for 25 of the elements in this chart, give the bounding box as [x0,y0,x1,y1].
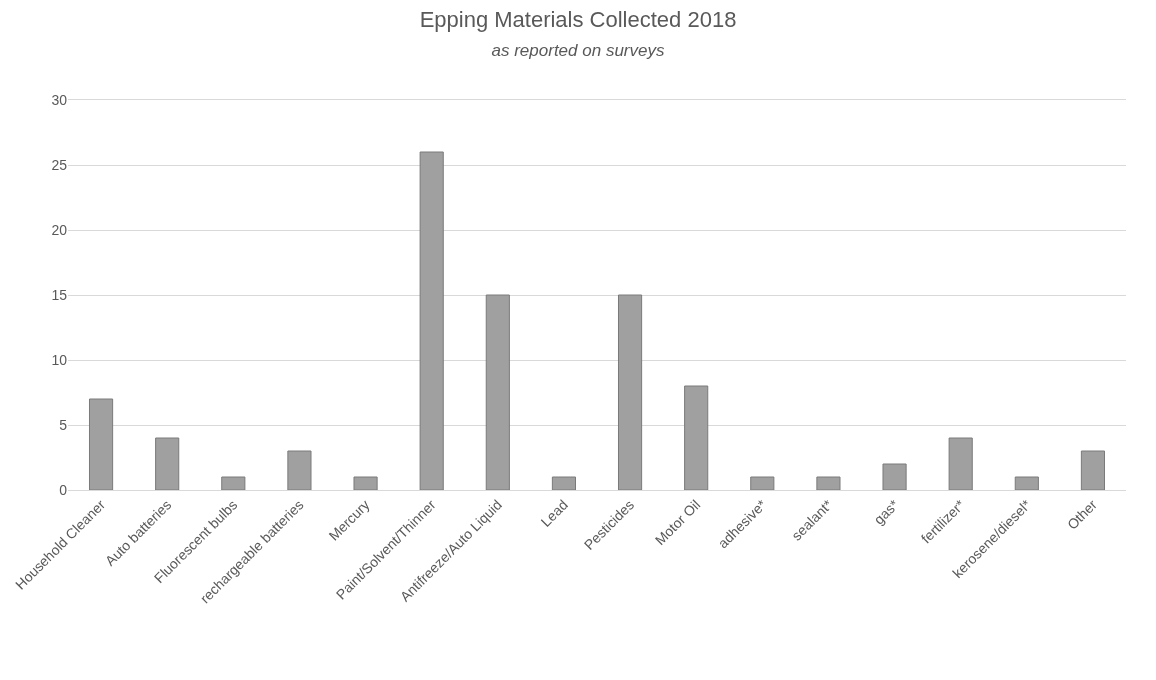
bar [617,294,643,490]
chart-title: Epping Materials Collected 2018 [419,7,737,33]
y-tick-label: 25 [51,156,68,173]
chart-subtitle: as reported on surveys [491,40,665,60]
bar [155,437,180,490]
bar [750,476,775,490]
y-tick-label: 0 [59,481,68,498]
bar [221,476,246,490]
bar [353,476,378,490]
bar [551,476,577,490]
bar [948,437,973,490]
bar [684,385,709,490]
bar [287,450,312,490]
bar [816,476,841,490]
y-tick-label: 20 [51,221,68,238]
y-tick-label: 30 [51,91,68,108]
bar [1014,476,1039,490]
y-tick-label: 10 [51,351,68,368]
y-tick-label: 5 [59,416,68,433]
bar [1080,450,1106,490]
bar [88,398,114,490]
bar [485,294,510,490]
y-tick-label: 15 [51,286,68,303]
bar [419,151,444,490]
bar [882,463,907,490]
